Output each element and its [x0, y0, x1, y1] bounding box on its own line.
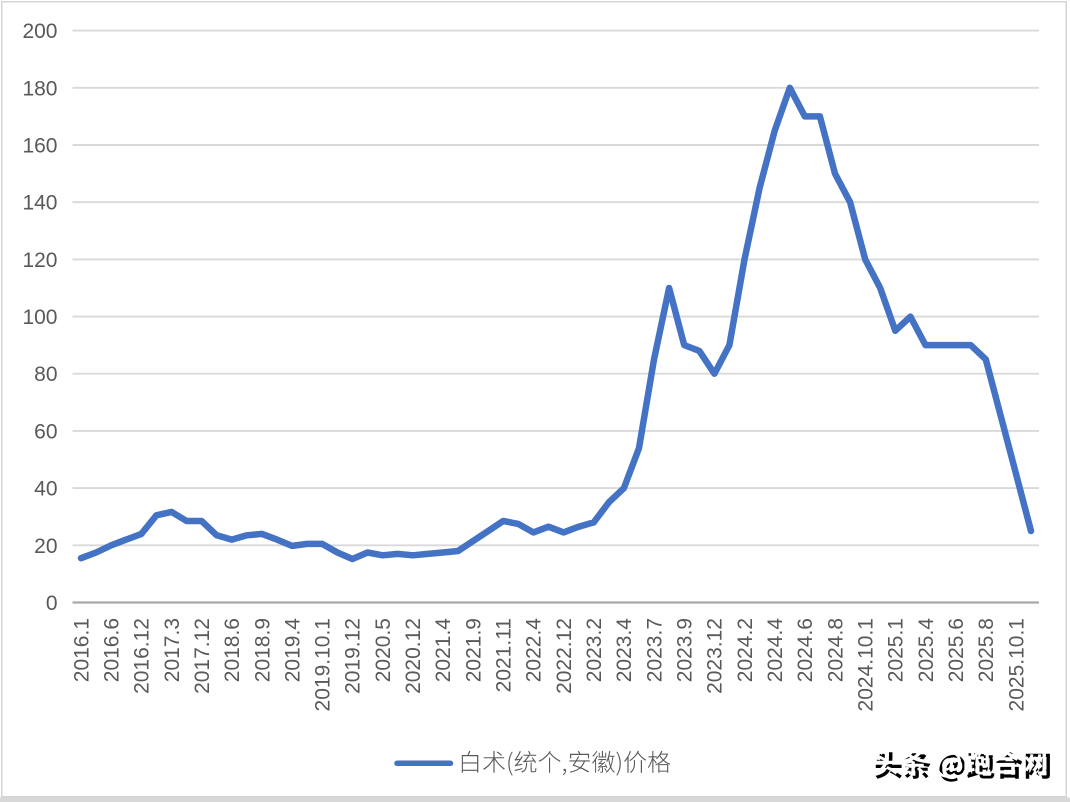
- svg-text:2019.4: 2019.4: [281, 618, 304, 683]
- svg-text:2025.4: 2025.4: [915, 618, 938, 683]
- svg-text:120: 120: [22, 249, 57, 272]
- svg-text:2016.1: 2016.1: [70, 618, 93, 682]
- svg-text:80: 80: [34, 363, 57, 386]
- svg-text:2025.10.1: 2025.10.1: [1005, 618, 1028, 711]
- svg-text:2024.4: 2024.4: [764, 618, 787, 683]
- svg-text:2017.12: 2017.12: [191, 618, 214, 694]
- svg-text:2020.12: 2020.12: [402, 618, 425, 694]
- svg-text:2019.10.1: 2019.10.1: [312, 618, 335, 711]
- svg-text:0: 0: [46, 592, 58, 615]
- svg-text:100: 100: [22, 306, 57, 329]
- svg-text:2016.12: 2016.12: [131, 618, 154, 694]
- svg-text:20: 20: [34, 535, 57, 558]
- svg-text:160: 160: [22, 135, 57, 158]
- svg-text:2023.12: 2023.12: [704, 618, 727, 694]
- svg-text:140: 140: [22, 192, 57, 215]
- svg-text:2021.9: 2021.9: [462, 618, 485, 682]
- svg-text:2023.4: 2023.4: [613, 618, 636, 683]
- svg-text:60: 60: [34, 420, 57, 443]
- svg-text:2022.4: 2022.4: [523, 618, 546, 683]
- svg-text:2016.6: 2016.6: [101, 618, 124, 682]
- svg-text:2023.9: 2023.9: [674, 618, 697, 682]
- svg-text:2018.6: 2018.6: [221, 618, 244, 682]
- svg-text:2021.11: 2021.11: [493, 618, 516, 692]
- svg-text:200: 200: [22, 20, 57, 43]
- svg-text:2024.2: 2024.2: [734, 618, 757, 682]
- svg-text:2021.4: 2021.4: [432, 618, 455, 683]
- svg-text:2020.5: 2020.5: [372, 618, 395, 682]
- svg-text:2024.6: 2024.6: [794, 618, 817, 682]
- svg-text:2023.2: 2023.2: [583, 618, 606, 682]
- svg-text:2024.10.1: 2024.10.1: [855, 618, 878, 711]
- svg-text:2017.3: 2017.3: [161, 618, 184, 682]
- svg-text:2025.6: 2025.6: [945, 618, 968, 682]
- svg-text:2022.12: 2022.12: [553, 618, 576, 694]
- svg-text:2025.8: 2025.8: [975, 618, 998, 682]
- svg-text:2019.12: 2019.12: [342, 618, 365, 694]
- svg-text:180: 180: [22, 77, 57, 100]
- svg-text:40: 40: [34, 478, 57, 501]
- svg-text:2025.1: 2025.1: [885, 618, 908, 682]
- svg-text:2018.9: 2018.9: [251, 618, 274, 682]
- svg-text:2024.8: 2024.8: [824, 618, 847, 682]
- svg-text:2023.7: 2023.7: [643, 618, 666, 682]
